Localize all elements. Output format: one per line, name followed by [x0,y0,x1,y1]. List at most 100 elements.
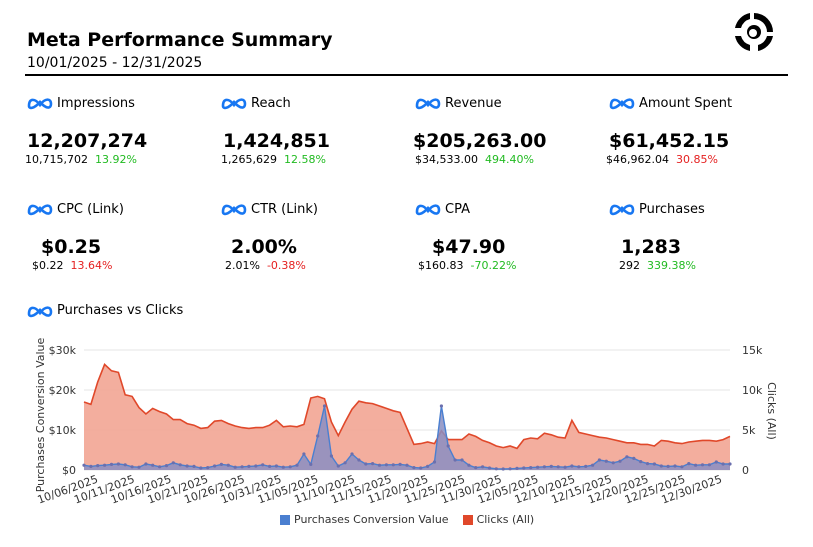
data-point [597,458,602,462]
date-range: 10/01/2025 - 12/31/2025 [27,55,203,71]
data-point [694,463,698,467]
data-point [329,454,333,458]
meta-logo-icon [609,98,635,110]
y-left-tick-label: $10k [49,424,77,437]
y-left-tick-label: $30k [49,344,77,357]
kpi-change: 12.58% [283,153,326,166]
data-point [144,462,148,466]
data-point [199,466,203,470]
kpi-label: CPC (Link) [57,201,124,217]
kpi-label: Impressions [57,95,135,111]
data-point [556,465,560,469]
data-point [522,466,526,470]
chart-legend: Purchases Conversion Value Clicks (All) [280,513,548,526]
kpi-value: $47.90 [432,236,506,258]
kpi-cpc-link: CPC (Link) $0.25 $0.22 13.64% [27,199,197,272]
data-point [322,404,327,408]
data-point [254,464,258,468]
legend-label: Clicks (All) [476,513,535,526]
data-point [632,456,636,460]
data-point [467,463,471,467]
data-point [412,466,416,470]
data-point [405,463,409,467]
legend-swatch [462,514,473,525]
data-point [261,463,265,467]
data-point [302,452,306,456]
data-point [432,460,437,464]
data-point [515,466,519,470]
kpi-value: 2.00% [231,236,297,258]
kpi-change: 339.38% [647,259,696,272]
data-point [151,463,155,467]
legend-item-clicks[interactable]: Clicks (All) [462,513,535,526]
kpi-value: $61,452.15 [609,130,730,152]
meta-logo-icon [609,204,635,216]
data-point [240,465,244,469]
kpi-label: Purchases [639,201,705,217]
data-point [542,465,547,469]
data-point [707,463,712,467]
legend-item-purchases-conversion-value[interactable]: Purchases Conversion Value [280,513,449,526]
kpi-previous: $160.83 [418,259,464,272]
kpi-change: -0.38% [266,259,306,272]
y-axis-right-ticks: 0 5k 10k 15k [742,344,763,477]
kpi-comparison: $46,962.04 30.85% [606,153,718,166]
data-point [164,464,169,468]
kpi-purchases: Purchases 1,283 292 339.38% [609,199,779,272]
kpi-revenue: Revenue $205,263.00 $34,533.00 494.40% [413,93,585,167]
y-left-tick-label: $0 [62,464,76,477]
data-point [295,463,299,467]
kpi-amount-spent: Amount Spent $61,452.15 $46,962.04 30.85… [606,93,779,167]
kpi-previous: $46,962.04 [606,153,669,166]
kpi-previous: $34,533.00 [415,153,478,166]
kpi-impressions: Impressions 12,207,274 10,715,702 13.92% [25,93,197,167]
data-point [645,462,650,466]
data-point [82,463,86,467]
data-point [185,464,189,468]
series-points-purchases-conversion-value [82,404,732,471]
kpi-comparison: 10,715,702 13.92% [25,153,137,166]
data-point [625,455,629,459]
kpi-label: CPA [445,201,470,217]
data-point [460,458,464,462]
data-point [137,465,141,469]
data-point [419,466,423,470]
kpi-comparison: $160.83 -70.22% [418,259,516,272]
data-point [281,465,285,469]
kpi-previous: 10,715,702 [25,153,88,166]
data-point [226,463,230,467]
kpi-comparison: 1,265,629 12.58% [221,153,326,166]
kpi-previous: 2.01% [225,259,260,272]
data-point [384,463,388,467]
kpi-previous: $0.22 [32,259,64,272]
data-point [700,463,705,467]
data-point [391,463,395,467]
kpi-comparison: 2.01% -0.38% [225,259,306,272]
kpi-value: 1,283 [621,236,682,258]
data-point [453,458,457,462]
data-point [487,466,492,470]
data-point [618,459,622,463]
kpi-ctr-link: CTR (Link) 2.00% 2.01% -0.38% [221,199,391,272]
kpi-label: Reach [251,95,291,111]
data-point [123,463,127,467]
kpi-change: 13.92% [94,153,137,166]
data-point [714,460,718,464]
kpi-comparison: $0.22 13.64% [32,259,112,272]
meta-logo-icon [27,305,53,317]
data-point [570,464,574,468]
y-axis-left-ticks: $0 $10k $20k $30k [49,344,77,477]
series-area-clicks [84,364,730,470]
data-point [577,465,581,469]
data-point [446,444,450,448]
data-point [377,463,382,467]
kpi-label: CTR (Link) [251,201,318,217]
data-point [171,461,175,465]
data-point [728,462,732,466]
chart-header: Purchases vs Clicks [27,303,183,318]
data-point [309,462,313,466]
legend-swatch [280,514,290,525]
data-point [268,464,272,468]
meta-logo-icon [221,204,247,216]
data-point [481,465,485,469]
